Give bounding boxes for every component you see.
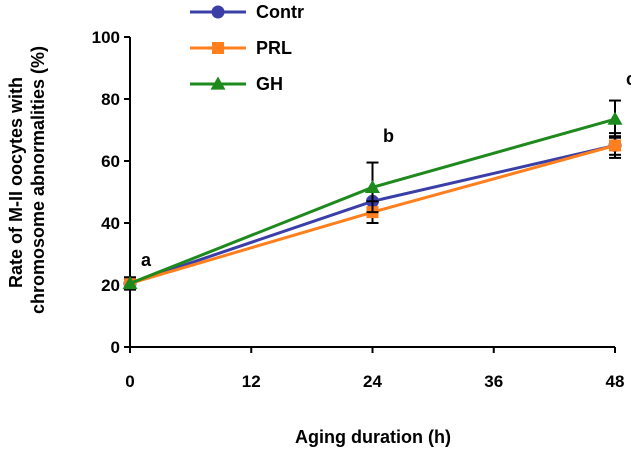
data-point (609, 139, 621, 152)
x-tick-label: 48 (606, 372, 625, 391)
y-tick-label: 100 (92, 28, 120, 47)
legend: Contr PRL GH (190, 2, 304, 94)
legend-label: PRL (256, 38, 292, 58)
y-tick-label: 0 (111, 338, 120, 357)
y-tick-label: 80 (101, 90, 120, 109)
annotation-layer: a b c (141, 69, 631, 270)
legend-marker (212, 42, 224, 54)
significance-letter: b (383, 126, 394, 146)
legend-item-gh: GH (190, 74, 283, 94)
series-gh (122, 99, 623, 291)
data-point (122, 275, 138, 290)
legend-marker (210, 76, 226, 90)
significance-letter: a (141, 250, 152, 270)
x-tick-label: 12 (242, 372, 261, 391)
series-layer (122, 99, 623, 291)
y-axis-title-line-1: Rate of M-II oocytes with (6, 77, 26, 288)
y-axis-title: Rate of M-II oocytes with chromosome abn… (6, 46, 48, 314)
x-tick-label: 24 (363, 372, 382, 391)
data-point (365, 179, 380, 193)
data-point (607, 111, 623, 125)
x-tick-label: 36 (484, 372, 503, 391)
y-axis-title-line-2: chromosome abnormalities (%) (28, 46, 48, 314)
axes: 0 20 40 60 80 100 0 12 24 36 48 (92, 28, 625, 391)
legend-item-contr: Contr (190, 2, 304, 22)
x-tick-label: 0 (125, 372, 134, 391)
y-tick-label: 60 (101, 152, 120, 171)
y-tick-label: 40 (101, 214, 120, 233)
legend-marker (211, 5, 225, 19)
legend-label: Contr (256, 2, 304, 22)
legend-item-prl: PRL (190, 38, 292, 58)
significance-letter: c (626, 69, 631, 89)
x-axis-title: Aging duration (h) (295, 427, 451, 447)
y-tick-label: 20 (101, 276, 120, 295)
legend-label: GH (256, 74, 283, 94)
